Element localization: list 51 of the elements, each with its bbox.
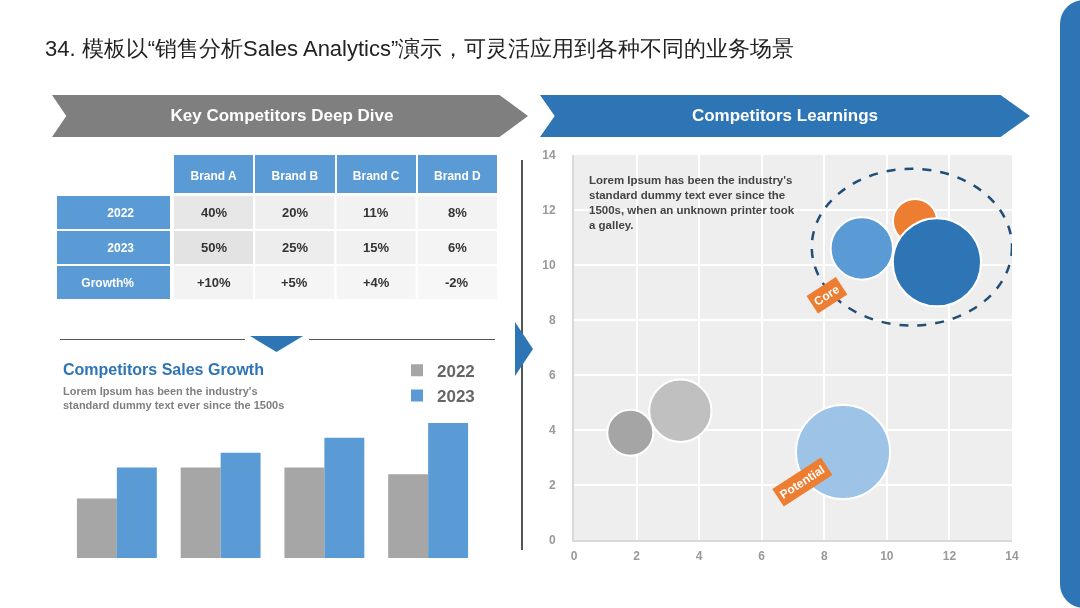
annotation: Core: [811, 281, 843, 309]
data-label: -2%: [445, 275, 469, 290]
y-tick-label: 2022: [107, 205, 135, 220]
chart-subtitle: Key Competitors Deep Dive: [169, 105, 395, 127]
bar: [116, 467, 157, 558]
x-tick-label: Brand A: [190, 168, 238, 183]
y-tick-label: 2: [548, 478, 556, 493]
x-tick-label: 2: [633, 549, 641, 564]
chart-title: Competitors Sales Growth: [63, 361, 264, 378]
bar: [284, 467, 325, 558]
x-tick-label: 8: [820, 549, 828, 564]
data-label: 8%: [448, 205, 468, 220]
x-tick-label: 10: [880, 549, 894, 564]
legend-label: 2023: [437, 387, 475, 407]
y-tick-label: 4: [548, 423, 556, 438]
y-tick-label: 6: [548, 368, 556, 383]
x-tick-label: Brand B: [271, 168, 319, 183]
data-label: 15%: [363, 240, 390, 255]
x-tick-label: Brand D: [434, 168, 482, 183]
data-label: 6%: [448, 240, 468, 255]
x-tick-label: Brand C: [352, 168, 400, 183]
annotation: Lorem Ipsum has been the industry's standard dummy text ever since the 1500s, when an unknown printer took a galley.: [589, 174, 795, 231]
data-label: 25%: [282, 240, 309, 255]
bar: [428, 423, 469, 558]
chart-subtitle: Lorem Ipsum has been the industry's standard dummy text ever since the 1500s: [63, 385, 285, 412]
bar: [180, 467, 221, 558]
x-tick-label: 4: [695, 549, 703, 564]
y-tick-label: 2023: [107, 240, 135, 255]
data-label: 11%: [363, 205, 389, 220]
bar: [388, 474, 429, 558]
data-label: +4%: [363, 275, 390, 290]
x-tick-label: 14: [1005, 549, 1019, 564]
y-tick-label: Growth%: [81, 275, 135, 290]
data-label: 40%: [201, 205, 228, 220]
bar: [220, 452, 261, 558]
data-label: +5%: [281, 275, 308, 290]
x-tick-label: 6: [758, 549, 766, 564]
y-tick-label: 0: [548, 533, 556, 548]
x-tick-label: 0: [570, 549, 578, 564]
y-tick-label: 12: [542, 203, 556, 218]
data-label: +10%: [197, 275, 232, 290]
chart-title: 34. 模板以“销售分析Sales Analytics”演示，可灵活应用到各种不同的业务场景: [45, 35, 795, 63]
y-tick-label: 8: [548, 313, 556, 328]
data-label: 20%: [282, 205, 309, 220]
bar: [76, 498, 117, 558]
legend-label: 2022: [437, 361, 475, 381]
bar: [324, 437, 365, 558]
y-tick-label: 14: [542, 148, 556, 163]
x-tick-label: 12: [942, 549, 957, 564]
y-tick-label: 10: [542, 258, 556, 273]
data-label: 50%: [201, 240, 228, 255]
